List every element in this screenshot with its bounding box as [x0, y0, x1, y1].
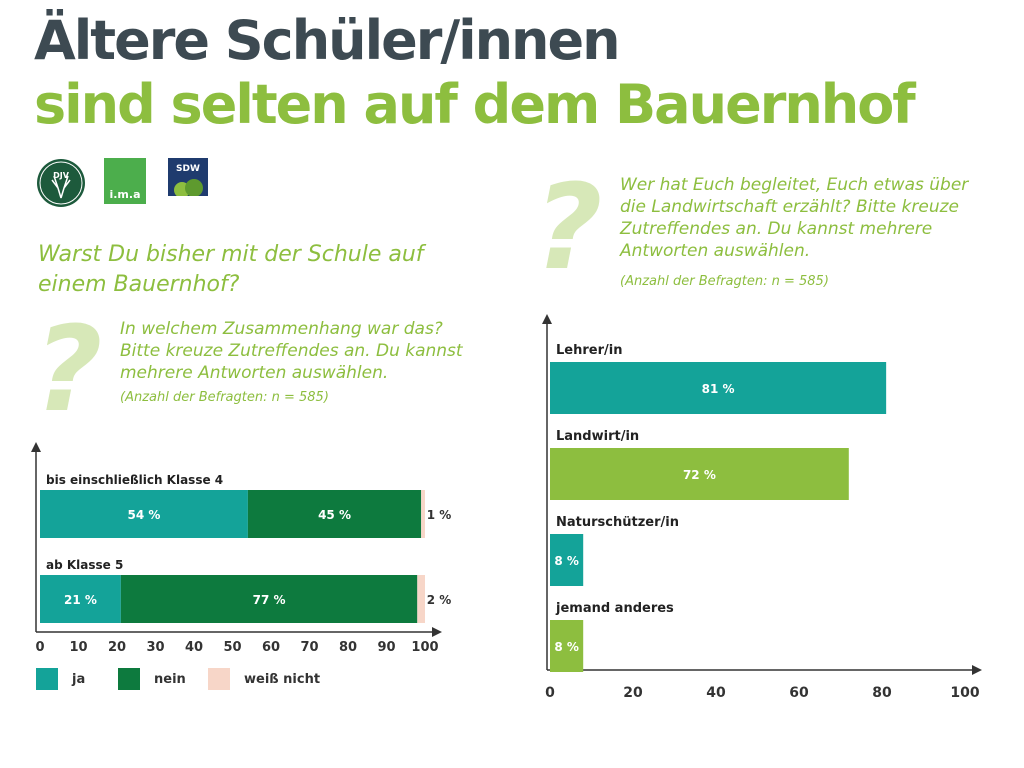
data-label: 1 % — [427, 508, 452, 522]
ima-logo: i.m.a — [104, 158, 146, 208]
data-label: 81 % — [702, 382, 735, 396]
sdw-logo-text: SDW — [176, 164, 200, 174]
x-tick-label: 60 — [789, 685, 809, 701]
bar-segment — [40, 575, 121, 623]
x-tick-label: 10 — [69, 640, 87, 655]
ima-logo-text: i.m.a — [109, 188, 140, 201]
category-label: Lehrer/in — [556, 343, 622, 358]
legend-label-nein: nein — [154, 671, 186, 687]
x-tick-label: 60 — [262, 640, 280, 655]
legend-item-nein: nein — [118, 668, 186, 690]
question-mark-icon: ? — [534, 158, 603, 296]
x-tick-label: 40 — [185, 640, 203, 655]
data-label: 45 % — [318, 508, 351, 522]
y-axis-arrow-icon — [542, 314, 552, 324]
x-tick-label: 40 — [706, 685, 726, 701]
bar — [550, 362, 887, 414]
x-tick-label: 80 — [872, 685, 892, 701]
bar — [550, 620, 584, 672]
x-tick-label: 0 — [35, 640, 44, 655]
bar — [550, 448, 849, 500]
category-label: bis einschließlich Klasse 4 — [46, 473, 223, 487]
page-title-line1: Ältere Schüler/innen — [34, 9, 621, 72]
data-label: 72 % — [683, 468, 716, 482]
data-label: 21 % — [64, 593, 97, 607]
x-tick-label: 100 — [411, 640, 438, 655]
category-label: Landwirt/in — [556, 429, 639, 444]
data-label: 8 % — [554, 554, 579, 568]
x-tick-label: 30 — [146, 640, 164, 655]
legend-swatch-weiss-nicht — [208, 668, 230, 690]
legend-label-weiss-nicht: weiß nicht — [244, 671, 321, 687]
y-axis-arrow-icon — [31, 442, 41, 452]
left-sub-question: In welchem Zusammenhang war das? Bitte k… — [120, 319, 463, 383]
category-label: Naturschützer/in — [556, 515, 679, 530]
data-label: 2 % — [427, 593, 452, 607]
x-tick-label: 100 — [950, 685, 979, 701]
data-label: 77 % — [253, 593, 286, 607]
left-note: (Anzahl der Befragten: n = 585) — [120, 390, 329, 405]
legend-item-weiss-nicht: weiß nicht — [208, 668, 320, 690]
data-label: 8 % — [554, 640, 579, 654]
legend-swatch-nein — [118, 668, 140, 690]
djv-logo: DJV — [36, 158, 86, 212]
x-tick-label: 50 — [223, 640, 241, 655]
data-label: 54 % — [127, 508, 160, 522]
sdw-logo: SDW — [168, 158, 208, 210]
legend-item-ja: ja — [36, 668, 85, 690]
x-axis-arrow-icon — [432, 627, 442, 637]
question-mark-icon: ? — [34, 300, 103, 438]
bar — [550, 534, 584, 586]
bar-segment — [120, 575, 418, 623]
bar-segment — [247, 490, 422, 538]
djv-logo-text: DJV — [53, 171, 70, 180]
x-tick-label: 20 — [623, 685, 643, 701]
right-note: (Anzahl der Befragten: n = 585) — [620, 274, 829, 289]
category-label: ab Klasse 5 — [46, 558, 123, 572]
x-tick-label: 80 — [339, 640, 357, 655]
x-axis-arrow-icon — [972, 665, 982, 675]
legend-swatch-ja — [36, 668, 58, 690]
x-tick-label: 0 — [545, 685, 555, 701]
category-label: jemand anderes — [555, 601, 674, 616]
right-question: Wer hat Euch begleitet, Euch etwas über … — [620, 175, 969, 261]
legend-label-ja: ja — [72, 671, 86, 687]
x-tick-label: 20 — [108, 640, 126, 655]
x-tick-label: 70 — [300, 640, 318, 655]
x-tick-label: 90 — [377, 640, 395, 655]
bar-segment — [421, 490, 425, 538]
left-question: Warst Du bisher mit der Schule auf einem… — [38, 242, 424, 297]
page-title-line2: sind selten auf dem Bauernhof — [34, 73, 916, 136]
bar-segment — [417, 575, 425, 623]
bar-segment — [40, 490, 248, 538]
